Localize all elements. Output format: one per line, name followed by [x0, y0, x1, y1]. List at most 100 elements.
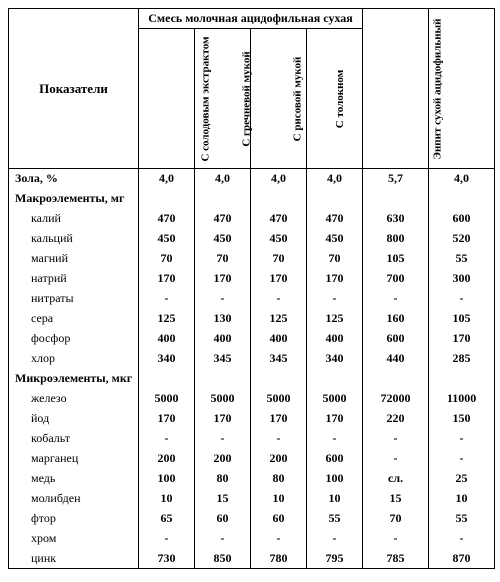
row-label: марганец — [9, 449, 139, 469]
cell: 70 — [251, 249, 307, 269]
cell: 160 — [363, 309, 429, 329]
cell: 10 — [251, 489, 307, 509]
cell: 15 — [363, 489, 429, 509]
cell: 105 — [429, 309, 495, 329]
row-label: нитраты — [9, 289, 139, 309]
cell: 600 — [429, 209, 495, 229]
cell: 25 — [429, 469, 495, 489]
cell: 520 — [429, 229, 495, 249]
cell: 125 — [251, 309, 307, 329]
cell: 10 — [429, 489, 495, 509]
cell: 200 — [251, 449, 307, 469]
cell: 70 — [307, 249, 363, 269]
cell: 300 — [429, 269, 495, 289]
header-col-4-label: С толокном — [334, 70, 346, 128]
table-row: железо50005000500050007200011000 — [9, 389, 495, 409]
table-row: кобальт------ — [9, 429, 495, 449]
cell: 600 — [307, 449, 363, 469]
row-label: цинк — [9, 549, 139, 569]
row-label: медь — [9, 469, 139, 489]
cell — [195, 189, 251, 209]
cell: - — [307, 289, 363, 309]
cell: 170 — [251, 409, 307, 429]
cell: 780 — [251, 549, 307, 569]
table-body: Зола, %4,04,04,04,05,74,0Макроэлементы, … — [9, 169, 495, 569]
cell: 100 — [307, 469, 363, 489]
cell — [139, 189, 195, 209]
header-group: Смесь молочная ацидофильная сухая — [139, 9, 363, 29]
cell: - — [429, 289, 495, 309]
row-label: кобальт — [9, 429, 139, 449]
cell: 630 — [363, 209, 429, 229]
table-row: натрий170170170170700300 — [9, 269, 495, 289]
table-row: нитраты------ — [9, 289, 495, 309]
cell: сл. — [363, 469, 429, 489]
cell — [307, 189, 363, 209]
header-col-5: Энпит сухой ацидофильный — [363, 9, 429, 169]
cell: 80 — [251, 469, 307, 489]
cell: 125 — [139, 309, 195, 329]
header-col-2: С гречневой мукой — [195, 29, 251, 169]
row-label: йод — [9, 409, 139, 429]
cell: 80 — [195, 469, 251, 489]
cell: 600 — [363, 329, 429, 349]
cell: 285 — [429, 349, 495, 369]
header-col-3: С рисовой мукой — [251, 29, 307, 169]
table-row: кальций450450450450800520 — [9, 229, 495, 249]
header-col-1: С солодовым экстрактом — [139, 29, 195, 169]
cell: - — [363, 429, 429, 449]
row-label: кальций — [9, 229, 139, 249]
cell: 125 — [307, 309, 363, 329]
header-col-6: Продукт сухой мо­лочный «Бифидо­лакт» — [429, 9, 495, 169]
cell: 55 — [307, 509, 363, 529]
table-row: цинк730850780795785870 — [9, 549, 495, 569]
cell: 100 — [139, 469, 195, 489]
cell: 5000 — [251, 389, 307, 409]
cell: 700 — [363, 269, 429, 289]
cell: - — [251, 429, 307, 449]
cell: - — [363, 449, 429, 469]
cell — [363, 189, 429, 209]
table-row: фосфор400400400400600170 — [9, 329, 495, 349]
cell: 470 — [195, 209, 251, 229]
cell: 400 — [139, 329, 195, 349]
table-row: йод170170170170220150 — [9, 409, 495, 429]
cell: 470 — [307, 209, 363, 229]
cell: - — [251, 529, 307, 549]
cell: 10 — [307, 489, 363, 509]
cell: - — [195, 289, 251, 309]
cell: 5000 — [139, 389, 195, 409]
table-row: хлор340345345340440285 — [9, 349, 495, 369]
cell: 72000 — [363, 389, 429, 409]
cell: 5,7 — [363, 169, 429, 189]
cell: 150 — [429, 409, 495, 429]
cell: 70 — [195, 249, 251, 269]
cell — [307, 369, 363, 389]
cell: 200 — [139, 449, 195, 469]
cell: 60 — [251, 509, 307, 529]
table-row: Микроэлементы, мкг — [9, 369, 495, 389]
cell: - — [251, 289, 307, 309]
table-row: калий470470470470630600 — [9, 209, 495, 229]
table-row: Зола, %4,04,04,04,05,74,0 — [9, 169, 495, 189]
cell: - — [429, 449, 495, 469]
cell: - — [139, 289, 195, 309]
cell: 730 — [139, 549, 195, 569]
header-col-4: С толокном — [307, 29, 363, 169]
row-label: натрий — [9, 269, 139, 289]
cell: 105 — [363, 249, 429, 269]
cell: 400 — [251, 329, 307, 349]
cell: 440 — [363, 349, 429, 369]
cell: - — [195, 529, 251, 549]
table-row: магний7070707010555 — [9, 249, 495, 269]
cell: 450 — [307, 229, 363, 249]
cell: - — [429, 429, 495, 449]
cell: 340 — [307, 349, 363, 369]
cell: 170 — [307, 269, 363, 289]
cell: 340 — [139, 349, 195, 369]
cell — [195, 369, 251, 389]
cell: 130 — [195, 309, 251, 329]
table-row: Макроэлементы, мг — [9, 189, 495, 209]
table-row: молибден101510101510 — [9, 489, 495, 509]
cell: 170 — [139, 269, 195, 289]
